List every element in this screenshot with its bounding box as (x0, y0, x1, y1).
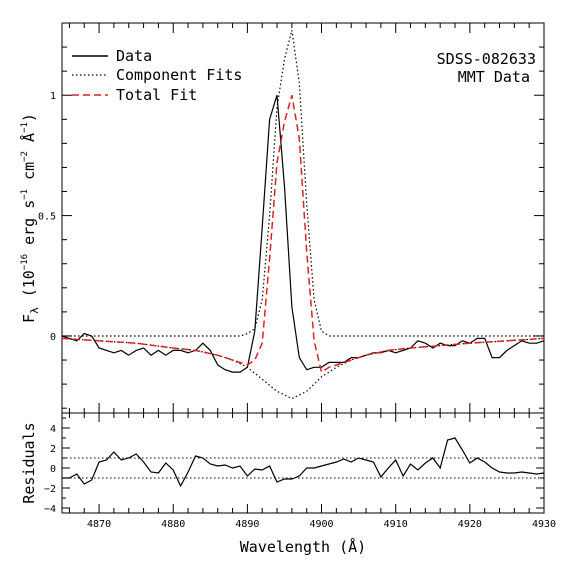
legend-label-data: Data (116, 47, 152, 65)
ylabel-lambda: λ (28, 307, 41, 314)
ylabel-exp2: −1 (20, 189, 30, 200)
xtick-label: 4900 (309, 519, 333, 530)
ylabel-mid1: erg s (20, 200, 38, 254)
legend: Data Component Fits Total Fit (72, 47, 242, 104)
series-residuals-line (62, 437, 545, 488)
res-ytick-label: −2 (44, 484, 56, 495)
ylabel-exp1: −16 (20, 254, 30, 270)
ylabel-F: F (20, 314, 38, 323)
main-ytick-label: 0 (50, 332, 56, 343)
annotation-instrument: MMT Data (458, 68, 530, 86)
series-component-fits-narrow-line (62, 30, 544, 337)
series-data-line (61, 95, 545, 373)
ylabel-mid3: Å (19, 133, 38, 151)
main-ytick-label: 0.5 (38, 212, 56, 223)
annotation-object-name: SDSS-082633 (437, 50, 536, 68)
xlabel: Wavelength (Å) (240, 537, 366, 556)
res-ytick-label: 4 (50, 424, 56, 435)
ylabel-unit-close: ) (20, 113, 38, 122)
main-ylabel: Fλ(10−16 erg s−1 cm−2 Å−1) (19, 113, 41, 323)
ylabel-unit-open: (10 (20, 270, 38, 297)
residual-reference-lines (62, 457, 544, 479)
res-ytick-label: −4 (44, 504, 56, 515)
res-ytick-label: 0 (50, 464, 56, 475)
residual-panel-frame (61, 412, 545, 514)
residual-ticks: −4 −2 0 2 4 4870 4880 4890 4900 4910 4920 4930 (44, 413, 556, 530)
main-ytick-label: 1 (50, 91, 56, 102)
xtick-label: 4930 (532, 519, 556, 530)
xtick-label: 4880 (161, 519, 185, 530)
res-ytick-label: 2 (50, 444, 56, 455)
residual-series (62, 437, 545, 488)
legend-label-total: Total Fit (116, 86, 197, 104)
xtick-label: 4920 (458, 519, 482, 530)
xtick-label: 4870 (87, 519, 111, 530)
series-component-fits-broad-line (61, 337, 545, 400)
series-total-fit-line (61, 94, 545, 374)
xtick-label: 4890 (235, 519, 259, 530)
residual-ylabel: Residuals (20, 422, 38, 503)
ylabel-mid2: cm (20, 162, 38, 189)
legend-label-component: Component Fits (116, 66, 242, 84)
xtick-label: 4910 (384, 519, 408, 530)
ylabel-exp4: −1 (20, 122, 30, 133)
ylabel-exp3: −2 (20, 151, 30, 162)
main-ticks: 00.51 (38, 23, 545, 413)
main-series (61, 30, 545, 400)
